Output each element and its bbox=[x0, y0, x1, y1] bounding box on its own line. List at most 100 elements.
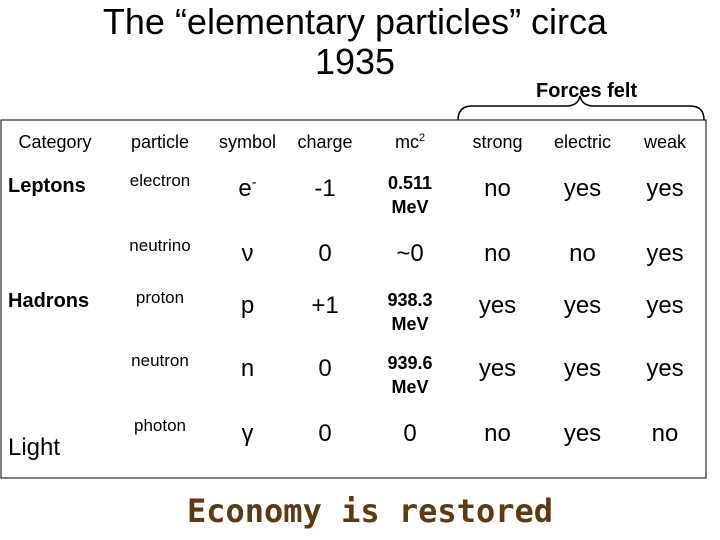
column-header: weak bbox=[625, 120, 705, 165]
column-header: mc2 bbox=[365, 120, 455, 165]
symbol-text: n bbox=[241, 355, 254, 383]
electric: yes bbox=[563, 420, 602, 447]
particle-text: proton bbox=[136, 288, 184, 308]
symbol-text: ν bbox=[242, 240, 254, 268]
charge-text: +1 bbox=[311, 292, 338, 320]
mass: 0 bbox=[403, 420, 417, 447]
symbol-cell: n bbox=[210, 345, 285, 410]
strong: no bbox=[484, 175, 511, 202]
symbol: e bbox=[238, 175, 252, 202]
strong-text: no bbox=[484, 240, 511, 268]
particle: photon bbox=[134, 416, 186, 435]
strong-cell: no bbox=[455, 230, 540, 282]
category-text: Light bbox=[8, 434, 60, 462]
category-cell: Leptons bbox=[0, 165, 110, 230]
header-text: particle bbox=[131, 132, 189, 153]
category: Hadrons bbox=[8, 290, 90, 312]
particle: proton bbox=[135, 288, 185, 307]
header-label: particle bbox=[130, 132, 190, 152]
strong-cell: no bbox=[455, 410, 540, 478]
weak-cell: yes bbox=[625, 345, 705, 410]
particle-cell: proton bbox=[110, 282, 210, 345]
electric-cell: yes bbox=[540, 165, 625, 230]
column-header: electric bbox=[540, 120, 625, 165]
weak-text: yes bbox=[646, 355, 683, 383]
charge-text: -1 bbox=[314, 175, 335, 203]
header-text: charge bbox=[297, 132, 352, 153]
weak-text: yes bbox=[646, 240, 683, 268]
category: Light bbox=[8, 434, 61, 461]
symbol-text: e- bbox=[238, 175, 256, 203]
electric: no bbox=[569, 240, 596, 267]
header-text: symbol bbox=[219, 132, 276, 153]
mass-cell: 0.511 MeV bbox=[365, 165, 455, 230]
strong-text: yes bbox=[479, 355, 516, 383]
column-header: charge bbox=[285, 120, 365, 165]
header-label: Category bbox=[18, 132, 92, 152]
mass-text: 0 bbox=[403, 420, 416, 448]
mass-cell: ~0 bbox=[365, 230, 455, 282]
symbol-cell: p bbox=[210, 282, 285, 345]
symbol-sup: - bbox=[251, 175, 257, 191]
charge-cell: 0 bbox=[285, 410, 365, 478]
electric-text: yes bbox=[564, 175, 601, 203]
category-cell: Light bbox=[0, 410, 110, 478]
weak: yes bbox=[646, 240, 684, 267]
header-label: weak bbox=[643, 132, 687, 152]
charge-text: 0 bbox=[318, 420, 331, 448]
weak: yes bbox=[646, 292, 684, 319]
strong: yes bbox=[478, 292, 517, 319]
particle-cell: neutrino bbox=[110, 230, 210, 282]
charge: 0 bbox=[318, 420, 332, 447]
strong-text: no bbox=[484, 175, 511, 203]
category: Leptons bbox=[8, 175, 86, 197]
mass-cell: 938.3 MeV bbox=[365, 282, 455, 345]
mass-cell: 0 bbox=[365, 410, 455, 478]
symbol-text: γ bbox=[242, 420, 254, 448]
particle-text: neutron bbox=[131, 351, 189, 371]
table-border bbox=[0, 119, 707, 479]
weak-text: yes bbox=[646, 175, 683, 203]
header-text: Category bbox=[18, 132, 91, 153]
category-text: Leptons bbox=[8, 175, 86, 198]
charge: 0 bbox=[318, 240, 332, 267]
weak-cell: yes bbox=[625, 230, 705, 282]
particle-text: photon bbox=[134, 416, 186, 436]
category-cell: Hadrons bbox=[0, 282, 110, 345]
electric-text: yes bbox=[564, 420, 601, 448]
column-header: strong bbox=[455, 120, 540, 165]
column-header: symbol bbox=[210, 120, 285, 165]
weak: yes bbox=[646, 175, 684, 202]
mass-text: 0.511 MeV bbox=[373, 171, 447, 230]
strong-text: no bbox=[484, 420, 511, 448]
symbol: p bbox=[240, 292, 255, 319]
header-label: electric bbox=[553, 132, 611, 152]
mass-text: 939.6 MeV bbox=[373, 351, 447, 410]
charge: +1 bbox=[311, 292, 339, 319]
electric-cell: yes bbox=[540, 282, 625, 345]
charge-text: 0 bbox=[318, 355, 331, 383]
particle: neutron bbox=[131, 351, 189, 370]
mass: ~0 bbox=[396, 240, 424, 267]
header-label: strong bbox=[472, 132, 523, 152]
electric-cell: yes bbox=[540, 345, 625, 410]
strong-cell: yes bbox=[455, 282, 540, 345]
strong: no bbox=[484, 420, 511, 447]
mass-text: ~0 bbox=[396, 240, 423, 268]
mass: 938.3 MeV bbox=[387, 290, 433, 334]
weak-cell: yes bbox=[625, 282, 705, 345]
column-header: Category bbox=[0, 120, 110, 165]
particle-text: electron bbox=[130, 171, 190, 191]
particle-cell: neutron bbox=[110, 345, 210, 410]
charge-text: 0 bbox=[318, 240, 331, 268]
footer-text: Economy is restored bbox=[186, 492, 554, 530]
mass: 939.6 MeV bbox=[387, 353, 433, 397]
strong-cell: no bbox=[455, 165, 540, 230]
charge: -1 bbox=[314, 175, 336, 202]
mass-cell: 939.6 MeV bbox=[365, 345, 455, 410]
particle-text: neutrino bbox=[129, 236, 190, 256]
forces-label: Forces felt bbox=[536, 80, 638, 102]
strong-cell: yes bbox=[455, 345, 540, 410]
header-text: electric bbox=[554, 132, 611, 153]
column-header: particle bbox=[110, 120, 210, 165]
